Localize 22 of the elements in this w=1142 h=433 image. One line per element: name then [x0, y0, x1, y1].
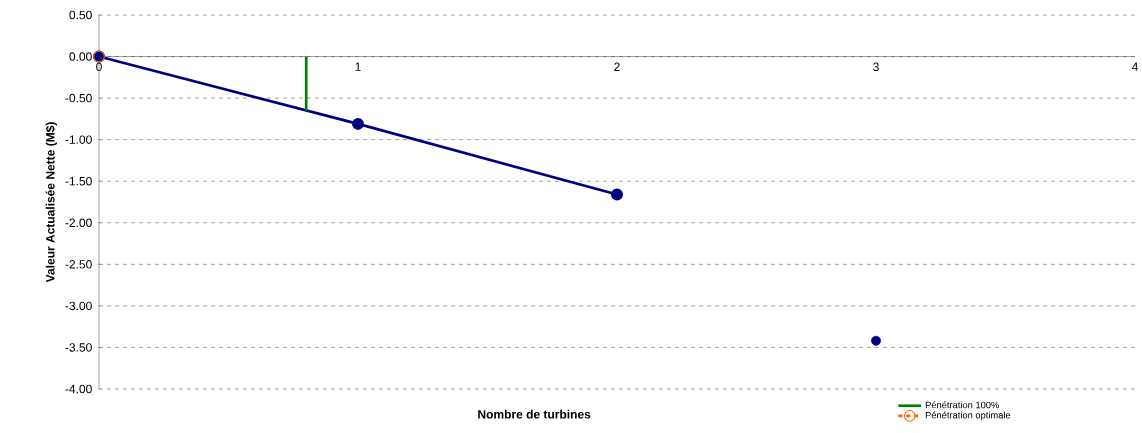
x-tick-label: 0	[96, 62, 102, 72]
x-tick-label: 3	[873, 62, 879, 72]
y-tick-label: 0.00	[69, 52, 92, 61]
y-tick-label: -2.50	[65, 260, 92, 269]
legend-label: Pénétration 100%	[925, 401, 999, 409]
x-tick-label: 2	[614, 62, 620, 71]
y-tick-label: -0.50	[65, 93, 92, 103]
y-tick-label: -4.00	[65, 384, 92, 394]
x-tick-label: 4	[1131, 62, 1138, 71]
y-tick-label: -1.00	[65, 135, 92, 144]
point	[352, 117, 365, 130]
point	[871, 335, 881, 346]
y-tick-label: -2.00	[65, 218, 92, 228]
x-tick-label: 1	[355, 62, 361, 71]
y-tick-label: -1.50	[65, 176, 92, 186]
legend-label: Pénétration optimale	[925, 411, 1011, 421]
y-tick-label: -3.00	[65, 301, 92, 311]
y-axis-title: Valeur Actualisée Nette (M$)	[45, 122, 57, 283]
point	[610, 188, 624, 201]
y-tick-label: -3.50	[65, 343, 92, 352]
y-tick-label: 0.50	[69, 10, 92, 20]
x-axis-title: Nombre de turbines	[478, 409, 591, 419]
